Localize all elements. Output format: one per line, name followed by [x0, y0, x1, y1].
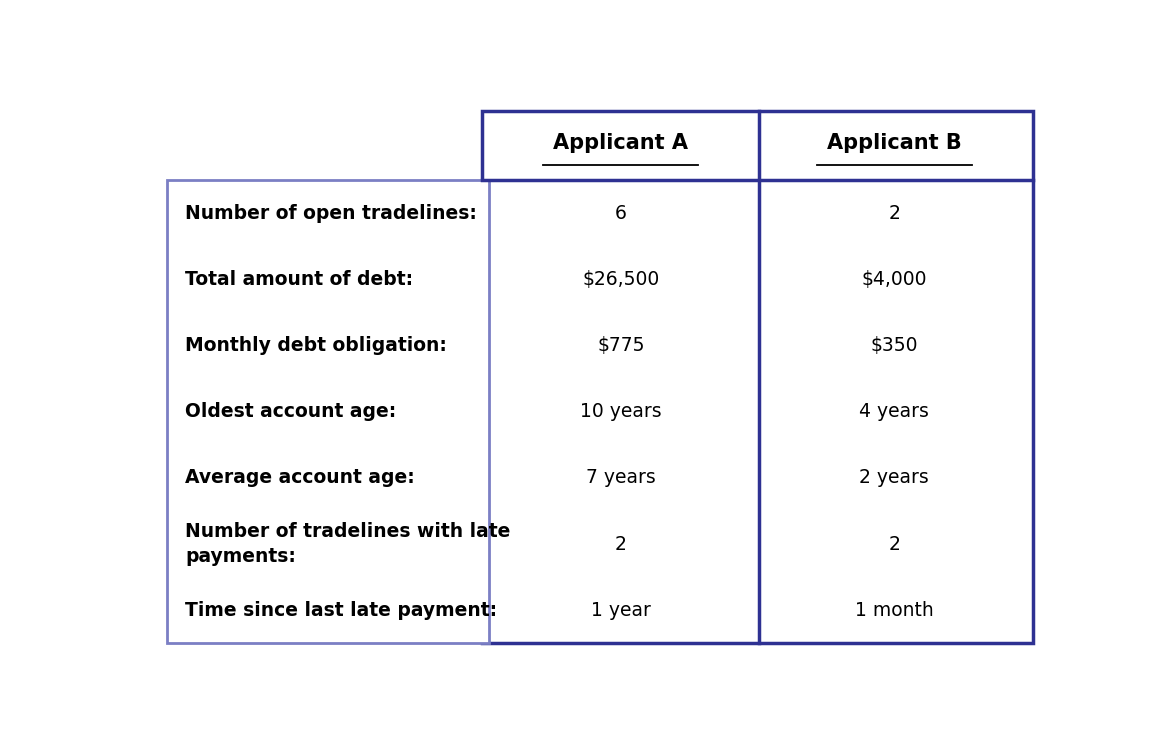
Text: 2: 2 — [888, 204, 901, 223]
Text: Applicant A: Applicant A — [554, 134, 688, 154]
Text: Monthly debt obligation:: Monthly debt obligation: — [186, 336, 447, 355]
FancyBboxPatch shape — [482, 111, 1033, 643]
Text: 2 years: 2 years — [860, 468, 929, 487]
Text: 1 year: 1 year — [592, 601, 650, 620]
Text: $4,000: $4,000 — [862, 270, 927, 289]
Text: Total amount of debt:: Total amount of debt: — [186, 270, 414, 289]
Text: 1 month: 1 month — [855, 601, 934, 620]
Text: Oldest account age:: Oldest account age: — [186, 402, 396, 421]
Text: Number of open tradelines:: Number of open tradelines: — [186, 204, 477, 223]
Text: 2: 2 — [888, 534, 901, 554]
Text: Time since last late payment:: Time since last late payment: — [186, 601, 497, 620]
Text: Applicant B: Applicant B — [827, 134, 962, 154]
Text: Average account age:: Average account age: — [186, 468, 415, 487]
Text: $26,500: $26,500 — [582, 270, 660, 289]
Text: 6: 6 — [615, 204, 627, 223]
Text: $775: $775 — [597, 336, 644, 355]
Text: Number of tradelines with late
payments:: Number of tradelines with late payments: — [186, 522, 510, 565]
Text: 7 years: 7 years — [586, 468, 656, 487]
Text: 10 years: 10 years — [580, 402, 662, 421]
Text: 2: 2 — [615, 534, 627, 554]
FancyBboxPatch shape — [167, 180, 489, 643]
Text: 4 years: 4 years — [860, 402, 929, 421]
Text: $350: $350 — [870, 336, 918, 355]
